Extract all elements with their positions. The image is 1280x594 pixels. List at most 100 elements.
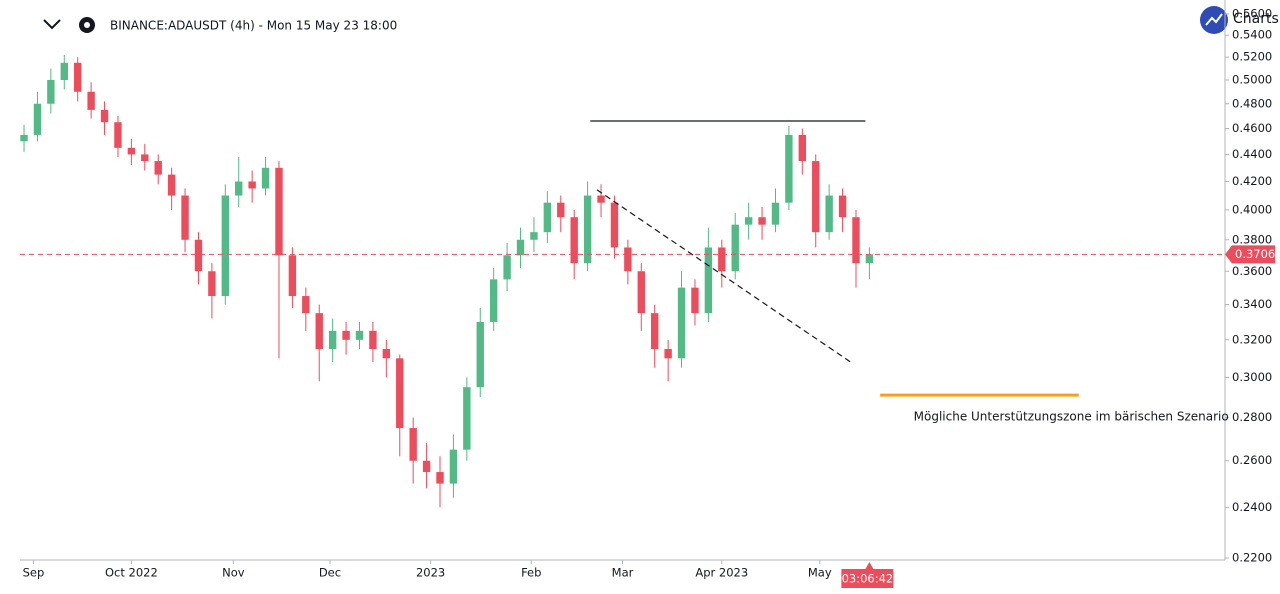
- candle-body: [87, 91, 95, 110]
- candle-body: [825, 195, 833, 233]
- candle-body: [141, 154, 149, 162]
- x-tick-label: May: [808, 566, 832, 580]
- trendline-line: [596, 189, 851, 363]
- candle-body: [328, 330, 337, 350]
- candle-body: [342, 330, 350, 340]
- candle-body: [637, 271, 645, 314]
- y-tick-label: 0.3800: [1232, 232, 1272, 246]
- y-tick-label: 0.4600: [1232, 121, 1272, 135]
- candle-body: [449, 449, 458, 484]
- candle-body: [288, 255, 297, 297]
- candle-body: [731, 224, 739, 272]
- candle-body: [503, 255, 511, 280]
- y-tick-label: 0.5000: [1232, 72, 1272, 86]
- candle-body: [422, 460, 431, 473]
- x-tick-label: Mar: [612, 566, 634, 580]
- collapse-icon[interactable]: [43, 19, 61, 30]
- y-tick-label: 0.4800: [1232, 96, 1272, 110]
- x-tick-label: Apr 2023: [695, 566, 748, 580]
- y-tick-label: 0.3000: [1232, 370, 1272, 384]
- candle-body: [33, 103, 42, 135]
- y-tick-label: 0.4400: [1232, 147, 1272, 161]
- x-tick-label: Nov: [222, 566, 245, 580]
- candle-body: [677, 287, 686, 359]
- y-tick-label: 0.5600: [1232, 7, 1272, 21]
- candle-body: [557, 202, 565, 218]
- last-price-badge: [1225, 245, 1275, 264]
- candle-body: [261, 167, 270, 189]
- candle-body: [127, 147, 136, 155]
- candle-body: [812, 161, 820, 233]
- countdown: 03:06:42: [842, 572, 894, 586]
- symbol-icon-dot: [84, 22, 90, 28]
- candle-body: [530, 232, 538, 240]
- chart-title: BINANCE:ADAUSDT (4h) - Mon 15 May 23 18:…: [110, 19, 397, 33]
- candle-body: [60, 62, 68, 80]
- candle-body: [691, 287, 699, 314]
- candle-body: [355, 330, 364, 340]
- logo-icon: [1205, 13, 1223, 26]
- x-tick-label: Sep: [23, 566, 45, 580]
- candle-body: [785, 134, 793, 203]
- annotation: Mögliche Unterstützungszone im bärischen…: [914, 410, 1229, 424]
- y-tick-label: 0.2200: [1232, 551, 1272, 565]
- candle-body: [798, 134, 807, 162]
- countdown-badge: [841, 569, 894, 588]
- candle-body: [181, 195, 189, 240]
- candle-body: [436, 472, 444, 484]
- candle-body: [651, 313, 659, 350]
- candle-body: [771, 202, 780, 225]
- candle-body: [704, 247, 713, 314]
- candle-body: [74, 62, 82, 92]
- countdown-pointer: [865, 562, 874, 569]
- x-tick-label: 2023: [416, 566, 445, 580]
- candle-body: [167, 174, 176, 196]
- candle-body: [610, 202, 619, 248]
- candle-body: [583, 195, 592, 264]
- candle-body: [543, 202, 552, 233]
- candle-body: [463, 387, 471, 450]
- candle-body: [154, 161, 162, 175]
- y-tick-label: 0.5200: [1232, 50, 1272, 64]
- candle-body: [476, 321, 484, 388]
- candle-body: [194, 239, 203, 272]
- y-tick-label: 0.2800: [1232, 410, 1272, 424]
- y-tick-label: 0.3400: [1232, 297, 1272, 311]
- last-price-label: 0.3706: [1235, 247, 1275, 261]
- candle-body: [248, 181, 256, 189]
- candle-body: [221, 195, 229, 297]
- candle-body: [20, 134, 28, 142]
- x-tick-label: Dec: [319, 566, 341, 580]
- candle-body: [489, 279, 498, 322]
- candle-body: [664, 349, 672, 359]
- y-tick-label: 0.4200: [1232, 174, 1272, 188]
- y-tick-label: 0.2600: [1232, 453, 1272, 467]
- candle-body: [570, 217, 578, 264]
- candle-body: [852, 217, 860, 264]
- y-tick-label: 0.3600: [1232, 264, 1272, 278]
- candle-body: [838, 195, 847, 218]
- candle-body: [597, 195, 605, 203]
- candle-body: [744, 217, 753, 225]
- x-tick-label: Feb: [521, 566, 541, 580]
- candle-body: [208, 271, 216, 297]
- candle-body: [516, 239, 525, 256]
- candle-body: [758, 217, 766, 225]
- candle-body: [409, 428, 417, 461]
- candle-body: [624, 247, 632, 272]
- candle-body: [369, 330, 377, 350]
- candle-body: [47, 79, 55, 104]
- logo-text: Charts: [1233, 11, 1279, 27]
- candle-body: [302, 296, 310, 314]
- candle-body: [865, 254, 874, 264]
- y-tick-label: 0.5400: [1232, 28, 1272, 42]
- candle-body: [100, 109, 109, 123]
- candle-body: [396, 358, 404, 429]
- candle-body: [114, 122, 122, 148]
- candle-body: [718, 247, 726, 272]
- candle-body: [315, 313, 323, 350]
- x-tick-label: Oct 2022: [105, 566, 158, 580]
- y-tick-label: 0.2400: [1232, 500, 1272, 514]
